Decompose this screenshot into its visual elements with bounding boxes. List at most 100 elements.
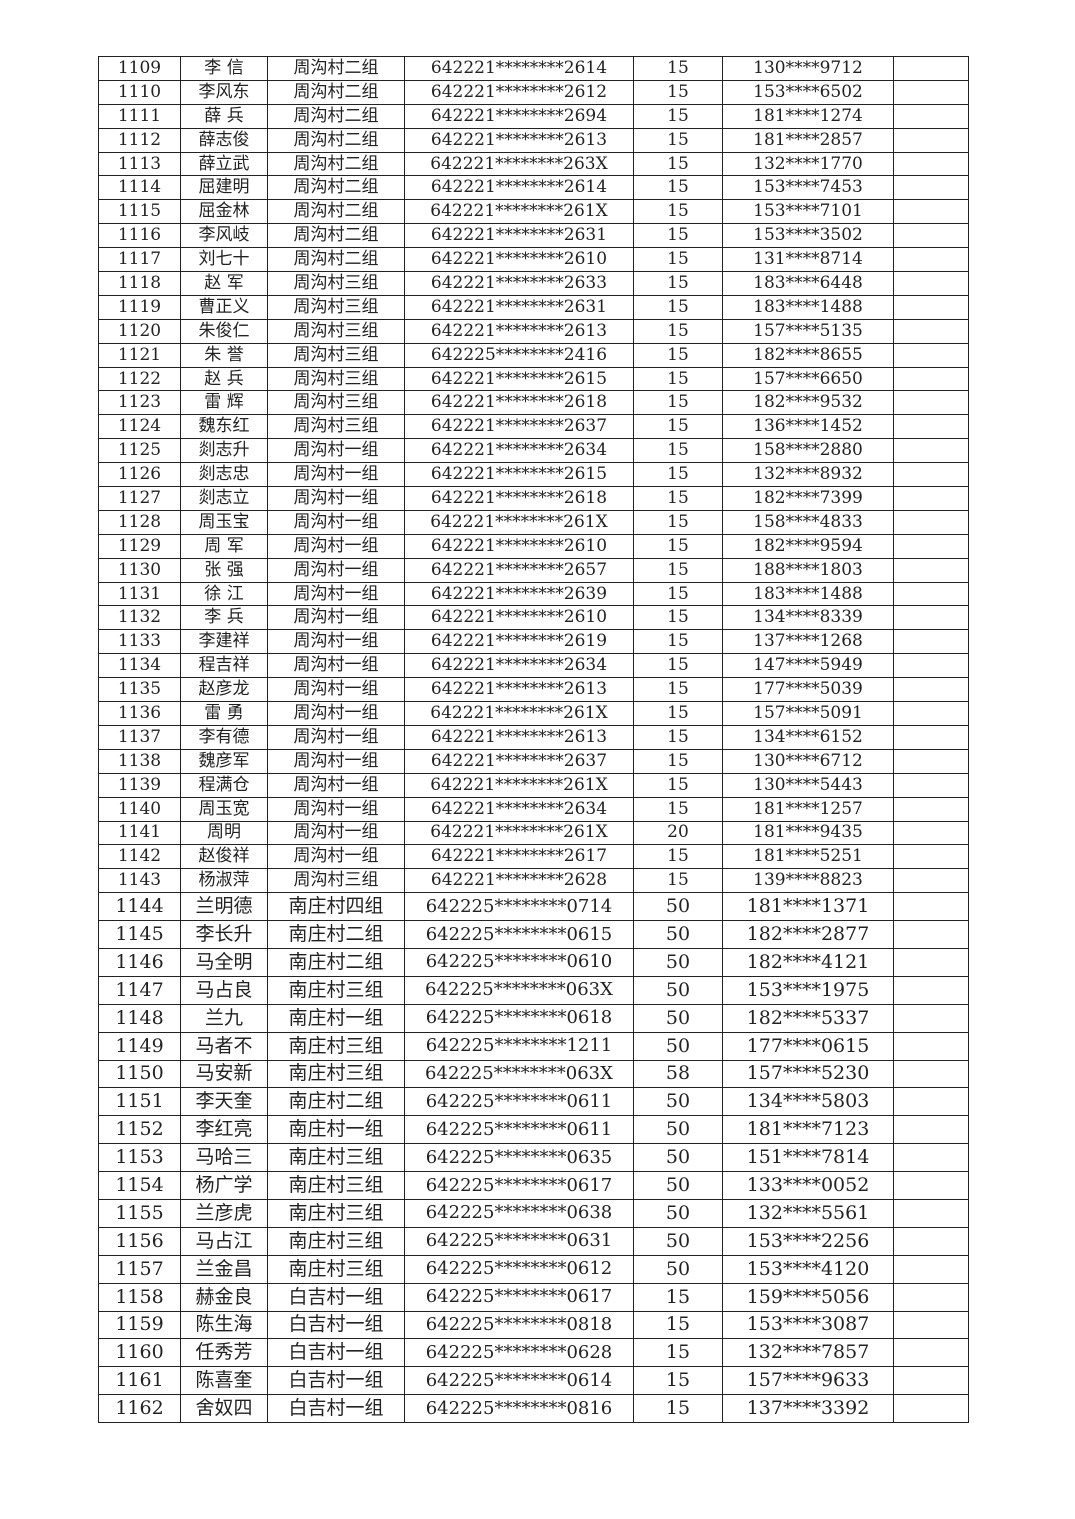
person-name-cell: 马者不 [180, 1031, 268, 1061]
phone-number-cell: 153****7453 [722, 175, 894, 201]
table-row: 1125 剡志升 周沟村一组 642221********2634 15 158****2… [98, 438, 969, 464]
row-number-cell: 1147 [98, 975, 181, 1005]
amount-cell: 15 [633, 605, 723, 631]
phone-number-cell: 157****6650 [722, 366, 894, 392]
amount-cell: 58 [633, 1059, 723, 1089]
row-number-cell: 1110 [98, 79, 181, 105]
table-row: 1117 刘七十 周沟村二组 642221********2610 15 131****8… [98, 247, 969, 273]
remarks-cell [893, 414, 969, 440]
village-group-cell: 白吉村一组 [267, 1310, 405, 1340]
row-number-cell: 1145 [98, 920, 181, 949]
person-name-cell: 徐 江 [180, 581, 268, 607]
amount-cell: 50 [633, 1031, 723, 1061]
phone-number-cell: 182****9532 [722, 390, 894, 416]
table-row: 1144 兰明德 南庄村四组 642225********0714 50 181****1… [98, 892, 969, 922]
phone-number-cell: 182****5337 [722, 1003, 894, 1033]
phone-number-cell: 181****1257 [722, 796, 894, 822]
village-group-cell: 周沟村二组 [267, 175, 405, 201]
table-row: 1148 兰九 南庄村一组 642225********0618 50 182****53… [98, 1003, 969, 1033]
remarks-cell [893, 1338, 969, 1368]
table-row: 1113 薛立武 周沟村二组 642221********263X 15 132****1… [98, 151, 969, 177]
table-row: 1132 李 兵周沟村一组 642221********2610 15 134****8… [98, 605, 969, 631]
id-number-cell: 642221********2634 [404, 796, 634, 822]
amount-cell: 50 [633, 1254, 723, 1284]
remarks-cell [893, 557, 969, 583]
remarks-cell [893, 796, 969, 822]
village-group-cell: 周沟村一组 [267, 509, 405, 535]
person-name-cell: 薛 兵 [180, 103, 268, 129]
id-number-cell: 642221********2617 [404, 844, 634, 870]
remarks-cell [893, 947, 969, 977]
phone-number-cell: 153****3087 [722, 1310, 894, 1340]
amount-cell: 15 [633, 127, 723, 153]
id-number-cell: 642221********2634 [404, 653, 634, 679]
row-number-cell: 1161 [98, 1366, 181, 1396]
row-number-cell: 1129 [98, 533, 181, 559]
amount-cell: 50 [633, 975, 723, 1005]
table-row: 1158 赫金良 白吉村一组 642225********0617 15 159****5… [98, 1282, 969, 1312]
person-name-cell: 李 兵 [180, 605, 268, 631]
row-number-cell: 1116 [98, 223, 181, 249]
roster-table: 1109 李 信周沟村二组 642221********2614 15 130****9… [98, 56, 969, 1424]
row-number-cell: 1158 [98, 1282, 181, 1312]
table-row: 1157 兰金昌 南庄村三组 642225********0612 50 153****4… [98, 1254, 969, 1284]
row-number-cell: 1140 [98, 796, 181, 822]
person-name-cell: 赵彦龙 [180, 677, 268, 703]
person-name-cell: 任秀芳 [180, 1338, 268, 1368]
id-number-cell: 642225********0638 [404, 1198, 634, 1228]
row-number-cell: 1150 [98, 1059, 181, 1089]
row-number-cell: 1126 [98, 462, 181, 488]
person-name-cell: 李红亮 [180, 1115, 268, 1145]
village-group-cell: 周沟村一组 [267, 557, 405, 583]
table-body: 1109 李 信周沟村二组 642221********2614 15 130****9… [98, 56, 969, 1424]
village-group-cell: 白吉村一组 [267, 1338, 405, 1368]
table-row: 1153 马哈三 南庄村三组 642225********0635 50 151****7… [98, 1143, 969, 1173]
phone-number-cell: 157****9633 [722, 1366, 894, 1396]
village-group-cell: 周沟村三组 [267, 868, 405, 894]
table-row: 1120 朱俊仁 周沟村三组 642221********2613 15 157****5… [98, 318, 969, 344]
person-name-cell: 舍奴四 [180, 1394, 268, 1424]
id-number-cell: 642221********2613 [404, 127, 634, 153]
remarks-cell [893, 509, 969, 535]
village-group-cell: 周沟村三组 [267, 414, 405, 440]
person-name-cell: 周玉宽 [180, 796, 268, 822]
id-number-cell: 642225********0614 [404, 1366, 634, 1396]
table-row: 1130 张 强周沟村一组 642221********2657 15 188****1… [98, 557, 969, 583]
id-number-cell: 642225********0617 [404, 1282, 634, 1312]
remarks-cell [893, 199, 969, 225]
remarks-cell [893, 1171, 969, 1200]
person-name-cell: 赵 兵 [180, 366, 268, 392]
row-number-cell: 1153 [98, 1143, 181, 1173]
person-name-cell: 李风岐 [180, 223, 268, 249]
amount-cell: 50 [633, 1198, 723, 1228]
table-row: 1129 周 军周沟村一组 642221********2610 15 182****9… [98, 533, 969, 559]
remarks-cell [893, 892, 969, 922]
table-row: 1116 李风岐 周沟村二组 642221********2631 15 153****3… [98, 223, 969, 249]
phone-number-cell: 153****1975 [722, 975, 894, 1005]
amount-cell: 15 [633, 294, 723, 320]
phone-number-cell: 158****4833 [722, 509, 894, 535]
table-row: 1140 周玉宽 周沟村一组 642221********2634 15 181****1… [98, 796, 969, 822]
table-row: 1127 剡志立 周沟村一组 642221********2618 15 182****7… [98, 486, 969, 511]
person-name-cell: 屈建明 [180, 175, 268, 201]
amount-cell: 15 [633, 1310, 723, 1340]
row-number-cell: 1137 [98, 724, 181, 750]
village-group-cell: 周沟村一组 [267, 653, 405, 679]
remarks-cell [893, 1087, 969, 1117]
remarks-cell [893, 247, 969, 273]
remarks-cell [893, 677, 969, 703]
remarks-cell [893, 701, 969, 726]
table-row: 1109 李 信周沟村二组 642221********2614 15 130****9… [98, 56, 969, 81]
id-number-cell: 642225********0611 [404, 1087, 634, 1117]
village-group-cell: 周沟村三组 [267, 342, 405, 368]
village-group-cell: 南庄村三组 [267, 1226, 405, 1256]
row-number-cell: 1134 [98, 653, 181, 679]
person-name-cell: 朱俊仁 [180, 318, 268, 344]
amount-cell: 15 [633, 653, 723, 679]
amount-cell: 15 [633, 462, 723, 488]
phone-number-cell: 182****4121 [722, 947, 894, 977]
row-number-cell: 1132 [98, 605, 181, 631]
id-number-cell: 642221********2610 [404, 247, 634, 273]
phone-number-cell: 182****8655 [722, 342, 894, 368]
person-name-cell: 程满仓 [180, 772, 268, 798]
